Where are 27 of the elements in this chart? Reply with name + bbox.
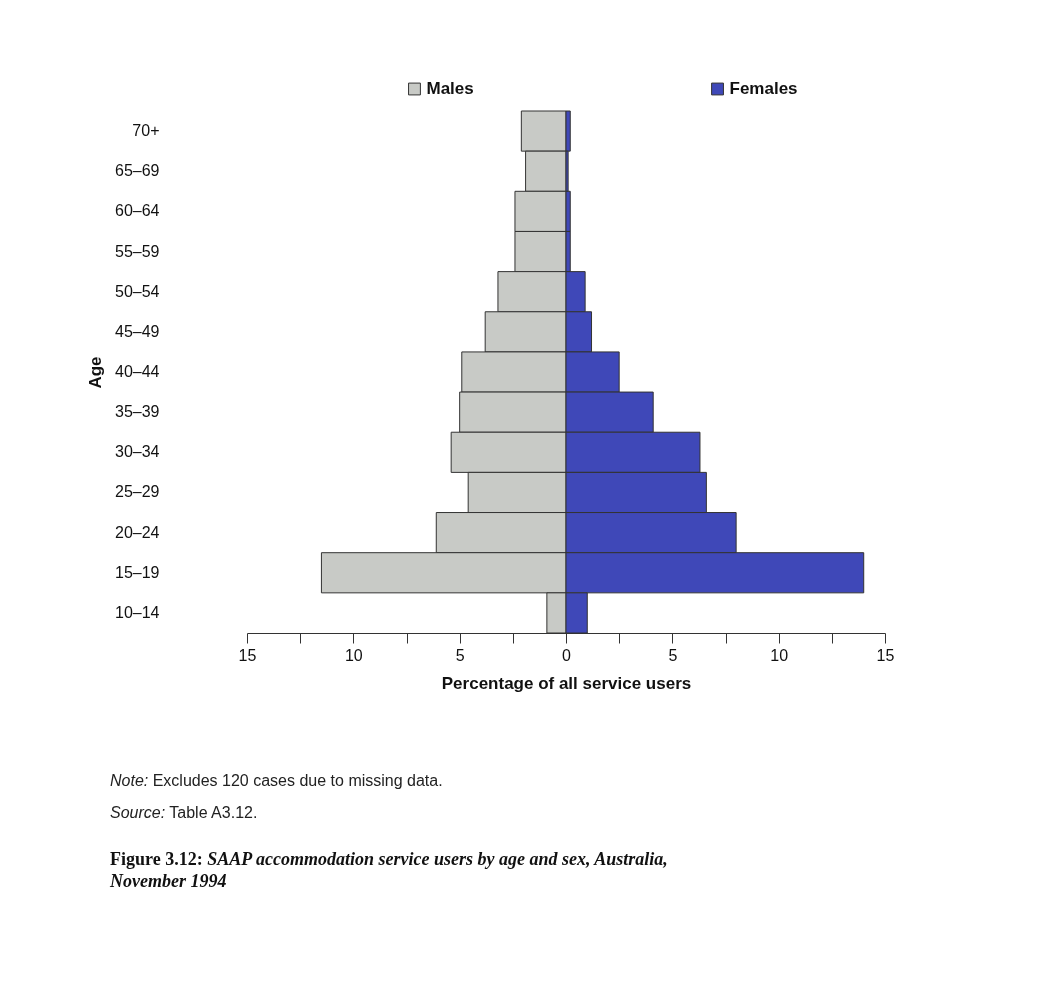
y-tick-label: 65–69 bbox=[115, 162, 160, 180]
source-note: Source: Table A3.12. bbox=[110, 804, 258, 821]
x-tick-label: 10 bbox=[344, 646, 363, 664]
x-tick-label: 5 bbox=[455, 646, 465, 664]
y-tick-label: 35–39 bbox=[115, 403, 160, 421]
y-tick-label: 15–19 bbox=[115, 563, 160, 581]
legend-label: Males bbox=[426, 79, 474, 98]
x-tick-label: 10 bbox=[770, 646, 789, 664]
y-tick-label: 25–29 bbox=[115, 483, 160, 501]
y-tick-label: 40–44 bbox=[115, 363, 160, 380]
y-axis-title: Age bbox=[86, 356, 106, 389]
y-tick-label: 20–24 bbox=[115, 523, 160, 541]
y-tick-label: 10–14 bbox=[115, 603, 160, 621]
text: Figure 3.12: SAAP accommodation service users by age and sex, Australia, November 1994 bbox=[110, 849, 668, 891]
x-tick-label: 5 bbox=[668, 646, 678, 664]
legend-label: Females bbox=[729, 79, 798, 98]
y-tick-label: 50–54 bbox=[115, 282, 160, 300]
y-tick-label: 70+ bbox=[132, 122, 160, 140]
y-tick-label: 60–64 bbox=[115, 202, 160, 220]
x-tick-label: 15 bbox=[238, 646, 257, 664]
x-tick-label: 0 bbox=[562, 646, 572, 664]
y-tick-label: 30–34 bbox=[115, 443, 160, 461]
y-tick-label: 45–49 bbox=[115, 322, 160, 340]
x-axis-title: Percentage of all service users bbox=[441, 673, 692, 693]
y-tick-label: 55–59 bbox=[115, 242, 160, 260]
x-tick-label: 15 bbox=[876, 646, 895, 664]
text: Note: Excludes 120 cases due to missing data. bbox=[110, 772, 443, 789]
